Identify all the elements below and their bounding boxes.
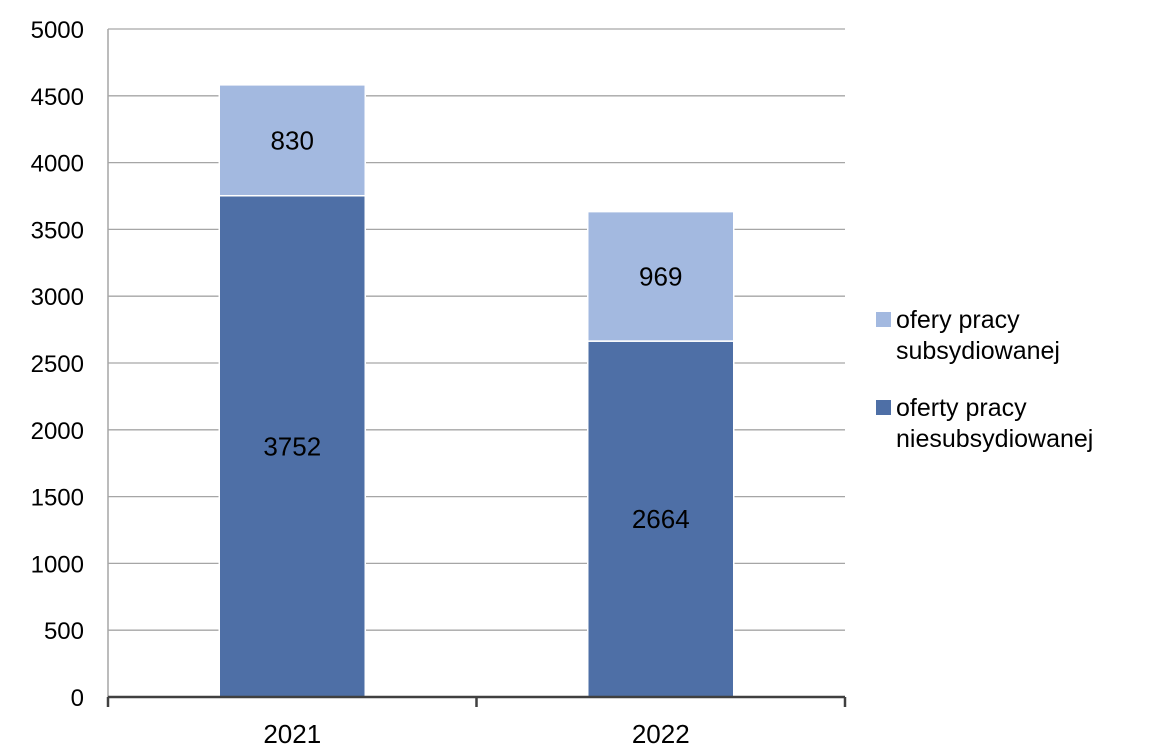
y-tick-label: 500 <box>44 618 84 645</box>
x-axis-tick-labels: 2021 2022 <box>263 719 689 747</box>
y-tick-label: 5000 <box>31 17 84 44</box>
data-label: 969 <box>639 261 682 291</box>
y-axis-tick-labels: 0 500 1000 1500 2000 2500 3000 3500 4000 4500 5000 <box>31 17 84 712</box>
y-tick-label: 0 <box>71 685 84 712</box>
legend-swatch <box>876 400 891 415</box>
bar-segment-2021-series-1 <box>218 84 366 197</box>
legend-label: subsydiowanej <box>896 337 1060 365</box>
bars <box>218 84 735 698</box>
y-tick-label: 4000 <box>31 151 84 178</box>
y-tick-label: 3500 <box>31 217 84 244</box>
y-tick-label: 1500 <box>31 485 84 512</box>
data-labels: 3752 830 2664 969 <box>263 125 689 534</box>
y-tick-label: 2500 <box>31 351 84 378</box>
y-tick-label: 4500 <box>31 84 84 111</box>
legend-label: niesubsydiowanej <box>896 425 1093 453</box>
legend-label: oferty pracy <box>896 394 1027 422</box>
axes <box>106 29 847 707</box>
legend-swatch <box>876 312 891 327</box>
y-tick-label: 2000 <box>31 418 84 445</box>
data-label: 830 <box>271 125 314 155</box>
x-tick-label: 2022 <box>632 719 690 747</box>
legend-label: ofery pracy <box>896 306 1020 334</box>
y-tick-label: 3000 <box>31 284 84 311</box>
legend: ofery pracy subsydiowanej oferty pracy nies… <box>876 306 1093 453</box>
data-label: 2664 <box>632 504 690 534</box>
bar-segment-2022-series-1 <box>587 210 735 342</box>
data-label: 3752 <box>263 431 321 461</box>
y-tick-label: 1000 <box>31 551 84 578</box>
x-tick-label: 2021 <box>263 719 321 747</box>
